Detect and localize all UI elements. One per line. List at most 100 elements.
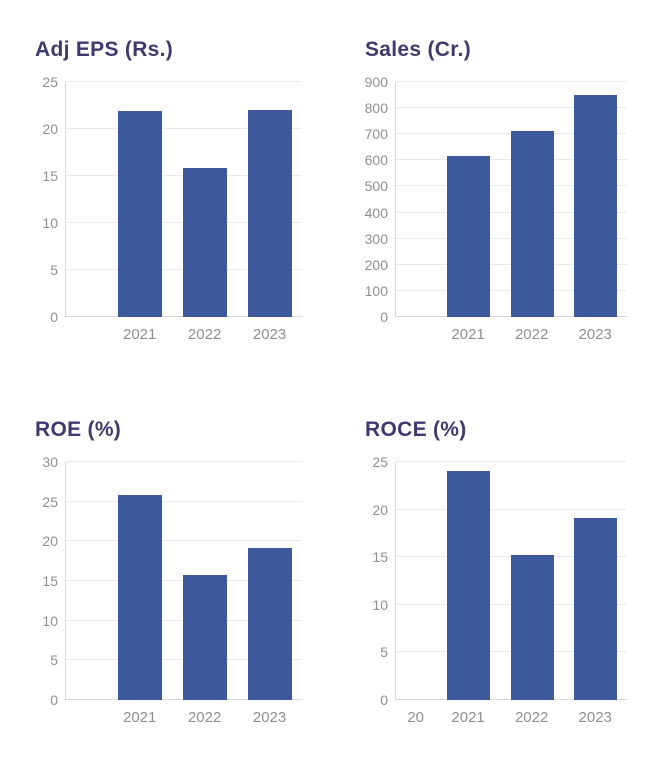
x-tick-label: 2023 bbox=[252, 709, 287, 726]
x-tick-label: 2022 bbox=[187, 326, 222, 343]
x-tick-label: 2023 bbox=[252, 326, 287, 343]
gridline bbox=[66, 128, 302, 129]
plot: 0 100 200 300 400 500 600 700 800 900 bbox=[365, 75, 627, 324]
x-tick-label bbox=[65, 326, 107, 343]
y-tick-label: 600 bbox=[364, 152, 388, 169]
y-tick-label: 100 bbox=[364, 282, 388, 299]
y-tick-label: 300 bbox=[364, 230, 388, 247]
bar-2021 bbox=[447, 470, 491, 700]
chart-adj-eps: Adj EPS (Rs.) 0 5 10 15 20 25 2021 2022 2023 bbox=[0, 0, 330, 380]
x-tick-label: 2022 bbox=[187, 709, 222, 726]
chart-roe: ROE (%) 0 5 10 15 20 25 30 2021 2022 2023 bbox=[0, 380, 330, 768]
gridline bbox=[66, 500, 302, 502]
bar-2021 bbox=[118, 111, 163, 317]
chart-title-roe: ROE (%) bbox=[35, 418, 122, 441]
y-tick-label: 15 bbox=[372, 549, 388, 566]
x-tick-label: 2021 bbox=[122, 709, 157, 726]
plot: 0 5 10 15 20 25 bbox=[42, 75, 302, 324]
y-tick-label: 5 bbox=[380, 644, 388, 661]
gridline bbox=[66, 540, 302, 542]
y-tick-label: 25 bbox=[42, 493, 58, 510]
bar-slot bbox=[564, 82, 627, 317]
x-axis-labels: 20 2021 2022 2023 bbox=[395, 709, 627, 726]
x-axis-labels: 2021 2022 2023 bbox=[65, 709, 302, 726]
y-tick-label: 5 bbox=[50, 262, 58, 278]
y-tick-label: 20 bbox=[42, 533, 58, 550]
y-tick-label: 800 bbox=[364, 100, 388, 117]
y-tick-label: 10 bbox=[42, 215, 58, 231]
bar-slot bbox=[396, 462, 437, 700]
y-tick-label: 25 bbox=[372, 454, 388, 470]
bar-slot bbox=[396, 82, 437, 317]
x-tick-label bbox=[395, 326, 436, 343]
y-tick-label: 25 bbox=[42, 74, 58, 90]
x-tick-label: 2022 bbox=[514, 326, 549, 343]
x-axis-labels: 2021 2022 2023 bbox=[395, 326, 627, 343]
y-tick-label: 10 bbox=[372, 596, 388, 613]
chart-title-adj-eps: Adj EPS (Rs.) bbox=[35, 38, 174, 61]
y-tick-label: 700 bbox=[364, 126, 388, 143]
bar-2023 bbox=[247, 110, 292, 317]
y-tick-label: 10 bbox=[42, 612, 58, 629]
bar-slot bbox=[237, 82, 302, 317]
x-tick-label bbox=[65, 709, 107, 726]
x-tick-label: 2023 bbox=[578, 326, 612, 343]
bar-slot bbox=[500, 462, 563, 700]
plot: 0 5 10 15 20 25 bbox=[372, 455, 627, 707]
gridline bbox=[66, 81, 302, 82]
y-tick-label: 15 bbox=[42, 573, 58, 589]
x-tick-label: 2022 bbox=[514, 709, 549, 726]
x-tick-label: 2023 bbox=[578, 709, 612, 726]
x-tick-label: 2021 bbox=[451, 326, 485, 343]
bar-slot bbox=[500, 82, 563, 317]
y-tick-label: 400 bbox=[364, 204, 388, 221]
y-tick-label: 0 bbox=[380, 309, 388, 325]
plot-area: 0 5 10 15 20 25 2021 2022 2023 bbox=[42, 75, 302, 343]
bar-2023 bbox=[573, 518, 617, 700]
x-tick-label: 2021 bbox=[122, 326, 157, 343]
y-tick-label: 30 bbox=[42, 454, 58, 470]
bar-slot bbox=[564, 462, 627, 700]
bar-slot bbox=[173, 462, 238, 700]
bar-2022 bbox=[183, 167, 227, 317]
gridline bbox=[396, 81, 627, 82]
chart-sales: Sales (Cr.) 0 100 200 300 400 500 600 700 800 900… bbox=[330, 0, 655, 380]
bar-2021 bbox=[118, 495, 163, 700]
bar-slot bbox=[437, 462, 500, 700]
plot-area: 0 100 200 300 400 500 600 700 800 900 2021 2022 202… bbox=[365, 75, 627, 343]
plot-area: 0 5 10 15 20 25 20 2021 2022 2023 bbox=[372, 455, 627, 726]
gridline bbox=[396, 461, 627, 462]
chart-title-roce: ROCE (%) bbox=[365, 418, 467, 441]
y-tick-label: 20 bbox=[42, 121, 58, 137]
gridline bbox=[396, 508, 627, 510]
y-tick-label: 0 bbox=[50, 692, 58, 708]
gridline bbox=[66, 461, 302, 462]
bar-2022 bbox=[510, 555, 554, 700]
bar-slot bbox=[437, 82, 500, 317]
gridline bbox=[396, 107, 627, 109]
bar-2023 bbox=[573, 95, 617, 317]
bar-slot bbox=[66, 82, 108, 317]
bars bbox=[66, 82, 302, 317]
y-tick-label: 500 bbox=[364, 178, 388, 195]
y-tick-label: 200 bbox=[364, 256, 388, 273]
bar-slot bbox=[108, 462, 173, 700]
bar-2021 bbox=[447, 156, 491, 317]
bar-slot bbox=[173, 82, 238, 317]
chart-title-sales: Sales (Cr.) bbox=[365, 38, 472, 61]
plot: 0 5 10 15 20 25 30 bbox=[42, 455, 302, 707]
x-axis-labels: 2021 2022 2023 bbox=[65, 326, 302, 343]
y-tick-label: 5 bbox=[50, 652, 58, 669]
y-tick-label: 900 bbox=[364, 74, 388, 90]
bars bbox=[396, 462, 627, 700]
bar-2023 bbox=[247, 547, 292, 700]
bars bbox=[66, 462, 302, 700]
bars bbox=[396, 82, 627, 317]
x-tick-label: 20 bbox=[407, 709, 424, 726]
chart-roce: ROCE (%) 0 5 10 15 20 25 20 2021 2022 2023 bbox=[330, 380, 655, 768]
bar-2022 bbox=[510, 131, 554, 317]
plot-area: 0 5 10 15 20 25 30 2021 2022 2023 bbox=[42, 455, 302, 726]
y-tick-label: 15 bbox=[42, 168, 58, 184]
y-tick-label: 0 bbox=[50, 309, 58, 325]
